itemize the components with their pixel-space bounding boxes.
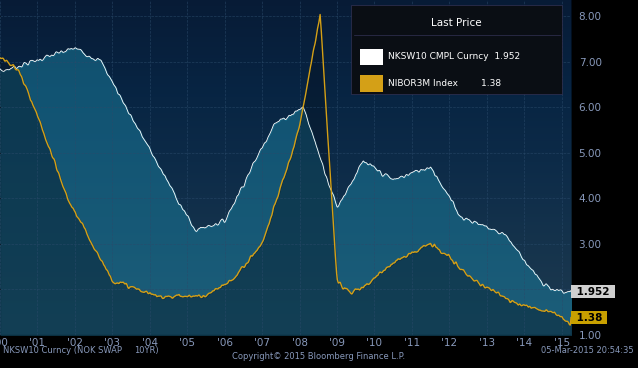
FancyBboxPatch shape bbox=[351, 5, 563, 94]
Text: 10YR): 10YR) bbox=[134, 346, 159, 355]
Text: 1.38: 1.38 bbox=[573, 312, 606, 323]
FancyBboxPatch shape bbox=[360, 75, 383, 92]
Text: NKSW10 Curncy (NOK SWAP: NKSW10 Curncy (NOK SWAP bbox=[3, 346, 122, 355]
FancyBboxPatch shape bbox=[360, 49, 383, 65]
Text: NIBOR3M Index        1.38: NIBOR3M Index 1.38 bbox=[389, 79, 501, 88]
Text: Copyright© 2015 Bloomberg Finance L.P.: Copyright© 2015 Bloomberg Finance L.P. bbox=[232, 352, 406, 361]
Text: 05-Mar-2015 20:54:35: 05-Mar-2015 20:54:35 bbox=[541, 346, 634, 355]
Text: Last Price: Last Price bbox=[431, 18, 482, 28]
Text: NKSW10 CMPL Curncy  1.952: NKSW10 CMPL Curncy 1.952 bbox=[389, 52, 521, 61]
Text: 1.952: 1.952 bbox=[573, 287, 613, 297]
